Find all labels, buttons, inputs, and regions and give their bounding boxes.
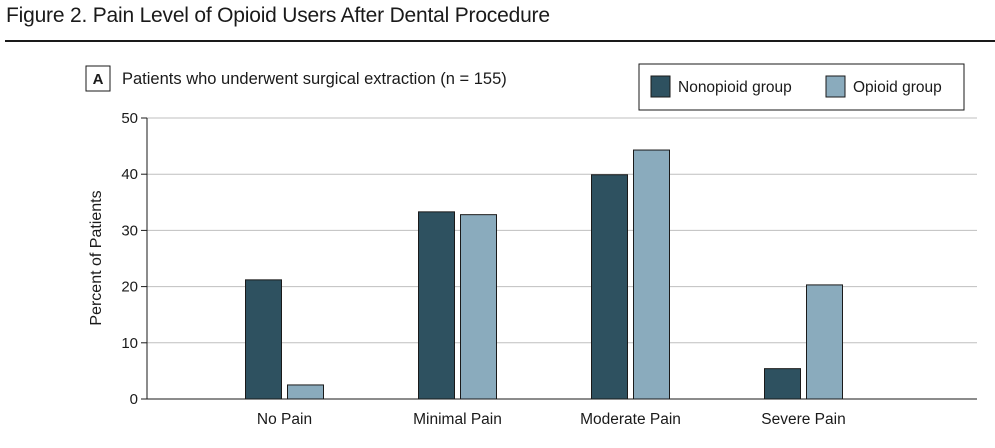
y-tick-label-30: 30 <box>121 222 138 239</box>
y-tick-label-20: 20 <box>121 279 138 296</box>
x-category-label-severe-pain: Severe Pain <box>761 411 845 428</box>
legend-label-nonopioid: Nonopioid group <box>678 79 792 96</box>
bars <box>245 149 843 400</box>
x-axis-categories: No Pain Minimal Pain Moderate Pain Severe P… <box>257 411 846 428</box>
panel-letter: A <box>93 71 104 88</box>
legend-swatch-nonopioid <box>650 75 671 98</box>
x-category-label-no-pain: No Pain <box>257 411 312 428</box>
bar-opioid-severe-pain <box>806 284 843 400</box>
x-category-label-moderate-pain: Moderate Pain <box>580 411 681 428</box>
bar-nonopioid-no-pain <box>245 279 282 400</box>
x-category-label-minimal-pain: Minimal Pain <box>413 411 502 428</box>
y-tick-label-0: 0 <box>130 391 138 408</box>
panel-letter-box <box>85 65 111 92</box>
bar-nonopioid-severe-pain <box>764 368 801 400</box>
bar-opioid-moderate-pain <box>633 149 670 400</box>
legend-swatch-opioid <box>825 75 846 98</box>
panel-subtitle: Patients who underwent surgical extracti… <box>122 70 507 88</box>
y-axis: 0 10 20 30 40 50 <box>121 110 977 408</box>
gridlines <box>147 117 977 344</box>
y-axis-title: Percent of Patients <box>88 190 105 325</box>
panel-header: A Patients who underwent surgical extrac… <box>85 65 507 92</box>
bar-nonopioid-minimal-pain <box>418 211 455 400</box>
legend-label-opioid: Opioid group <box>853 79 942 96</box>
bar-opioid-minimal-pain <box>460 214 497 400</box>
y-tick-label-40: 40 <box>121 166 138 183</box>
figure-title: Figure 2. Pain Level of Opioid Users Aft… <box>6 4 550 27</box>
bar-nonopioid-moderate-pain <box>591 174 628 400</box>
legend: Nonopioid group Opioid group <box>638 63 965 111</box>
y-tick-label-50: 50 <box>121 110 138 127</box>
bar-opioid-no-pain <box>287 384 324 400</box>
title-rule <box>5 40 995 42</box>
legend-box <box>638 63 965 111</box>
y-tick-label-10: 10 <box>121 335 138 352</box>
